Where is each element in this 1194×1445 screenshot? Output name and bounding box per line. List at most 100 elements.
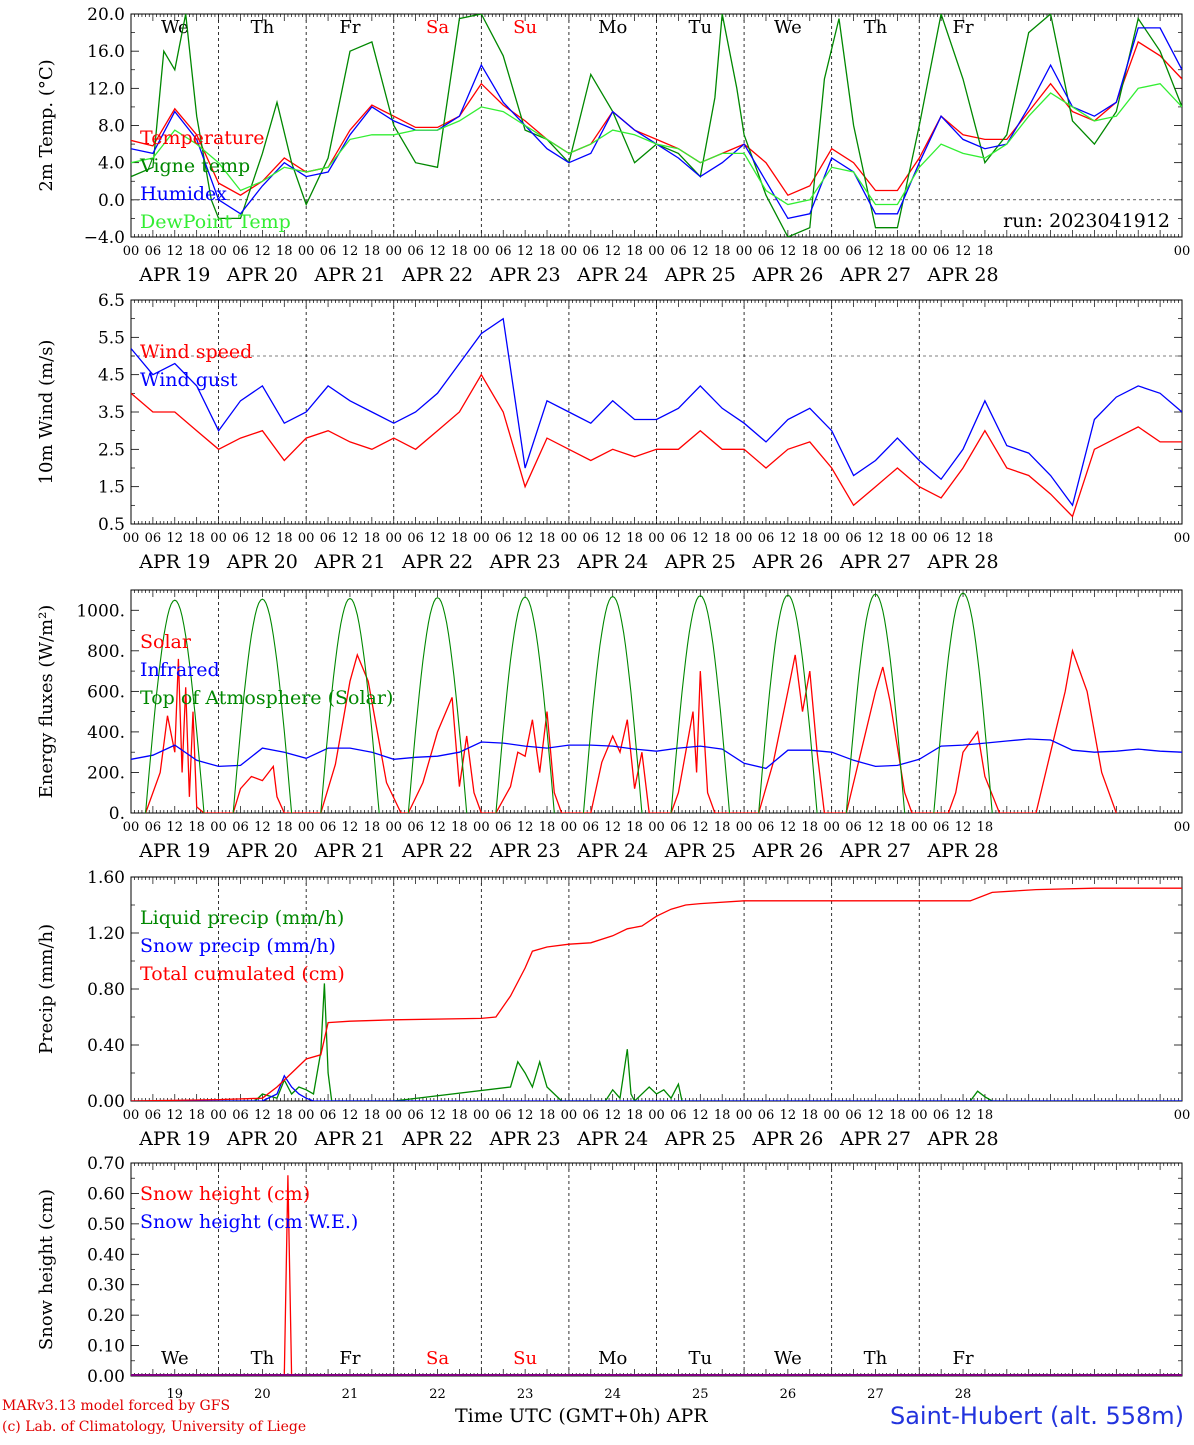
y-tick-label: 0. [109, 804, 125, 824]
legend-entry: DewPoint Temp [140, 211, 291, 233]
day-label: APR 28 [927, 1128, 999, 1150]
hour-tick-label: 00 [473, 531, 490, 546]
day-number-label: 23 [517, 1387, 534, 1402]
hour-tick-label: 12 [254, 820, 271, 835]
series-line [144, 648, 1117, 813]
day-label: APR 26 [751, 551, 823, 573]
hour-tick-label: 06 [583, 244, 600, 259]
day-number-label: 24 [604, 1387, 621, 1402]
hour-tick-label: 00 [648, 244, 665, 259]
y-tick-label: 0.40 [87, 1036, 125, 1056]
y-tick-label: 0.10 [87, 1337, 125, 1357]
y-tick-label: 0.5 [98, 515, 125, 535]
chart-panel-5: 0.00 0.10 0.20 0.30 0.40 0.50 0.60 0.70 Snow hei… [36, 1154, 1183, 1402]
toa-arc [495, 596, 555, 813]
weekday-label: Su [513, 17, 537, 38]
hour-tick-label: 12 [780, 820, 797, 835]
hour-tick-label: 06 [933, 531, 950, 546]
station-title: Saint-Hubert (alt. 558m) [889, 1402, 1184, 1430]
day-number-label: 22 [429, 1387, 446, 1402]
y-tick-label: 0.30 [87, 1276, 125, 1296]
series-line [131, 1074, 1182, 1101]
hour-tick-label: 00 [123, 531, 140, 546]
hour-tick-label: 00 [385, 820, 402, 835]
toa-arc [845, 593, 906, 813]
hour-tick-label: 18 [364, 1108, 381, 1123]
hour-tick-label: 18 [188, 820, 205, 835]
hour-tick-label: 18 [188, 531, 205, 546]
weekday-label: Su [513, 1348, 537, 1369]
y-tick-label: 0.40 [87, 1245, 125, 1265]
day-label: APR 21 [313, 1128, 385, 1150]
hour-tick-label: 12 [342, 531, 359, 546]
series-line [131, 373, 1182, 518]
hour-tick-label: 06 [758, 820, 775, 835]
hour-tick-label: 00 [298, 531, 315, 546]
weekday-label: Fr [952, 17, 973, 38]
hour-tick-label: 18 [451, 531, 468, 546]
day-number-label: 20 [254, 1387, 271, 1402]
hour-tick-label: 00 [561, 531, 578, 546]
toa-arc [407, 597, 468, 813]
hour-tick-label: 00 [911, 244, 928, 259]
hour-tick-label: 06 [845, 1108, 862, 1123]
hour-tick-label: 18 [801, 531, 818, 546]
hour-tick-label: 06 [320, 1108, 337, 1123]
hour-tick-label: 18 [276, 531, 293, 546]
hour-tick-label: 12 [955, 820, 972, 835]
series-line [131, 983, 1182, 1101]
hour-tick-label: 00 [385, 1108, 402, 1123]
hour-tick-label: 12 [254, 531, 271, 546]
weekday-label: Fr [339, 17, 360, 38]
hour-tick-label: 18 [714, 820, 731, 835]
day-label: APR 19 [138, 264, 210, 286]
y-tick-label: 20.0 [87, 5, 125, 25]
day-label: APR 21 [313, 840, 385, 862]
hour-tick-label: 12 [342, 820, 359, 835]
toa-arc [933, 592, 993, 813]
day-label: APR 19 [138, 1128, 210, 1150]
hour-tick-label: 12 [517, 1108, 534, 1123]
hour-tick-label: 18 [539, 1108, 556, 1123]
day-label: APR 20 [226, 264, 298, 286]
y-axis-label: 2m Temp. (°C) [36, 59, 57, 191]
plot-area [131, 14, 1182, 237]
day-label: APR 20 [226, 551, 298, 573]
hour-tick-label: 18 [539, 820, 556, 835]
hour-tick-label: 06 [758, 1108, 775, 1123]
hour-tick-label: 18 [451, 244, 468, 259]
chart-panel-1: −4.0 0.0 4.0 8.0 12.0 16.0 20.0 2m Temp. (°C) We… [36, 5, 1190, 286]
hour-tick-label: 06 [232, 244, 249, 259]
day-label: APR 24 [576, 840, 648, 862]
hour-tick-label: 00 [1174, 820, 1191, 835]
y-tick-label: 2.5 [98, 440, 125, 460]
hour-tick-label: 18 [714, 531, 731, 546]
hour-tick-label: 18 [889, 1108, 906, 1123]
hour-tick-label: 12 [517, 820, 534, 835]
day-label: APR 23 [489, 1128, 561, 1150]
hour-tick-label: 18 [539, 531, 556, 546]
hour-tick-label: 06 [845, 531, 862, 546]
toa-arc [232, 598, 293, 813]
hour-tick-label: 00 [736, 531, 753, 546]
hour-tick-label: 12 [517, 244, 534, 259]
day-label: APR 28 [927, 840, 999, 862]
weekday-label: Th [864, 17, 888, 38]
day-label: APR 20 [226, 840, 298, 862]
hour-tick-label: 18 [801, 1108, 818, 1123]
y-tick-label: 1.5 [98, 478, 125, 498]
hour-tick-label: 12 [692, 820, 709, 835]
day-label: APR 27 [839, 1128, 911, 1150]
hour-tick-label: 06 [407, 820, 424, 835]
legend-entry: Humidex [140, 183, 227, 205]
lab-credit: (c) Lab. of Climatology, University of L… [2, 1419, 307, 1435]
hour-tick-label: 00 [911, 531, 928, 546]
hour-tick-label: 12 [254, 244, 271, 259]
hour-tick-label: 18 [188, 244, 205, 259]
day-label: APR 24 [576, 1128, 648, 1150]
day-label: APR 26 [751, 264, 823, 286]
hour-tick-label: 12 [429, 1108, 446, 1123]
hour-tick-label: 12 [254, 1108, 271, 1123]
series-line [131, 82, 1182, 206]
day-label: APR 22 [401, 551, 473, 573]
